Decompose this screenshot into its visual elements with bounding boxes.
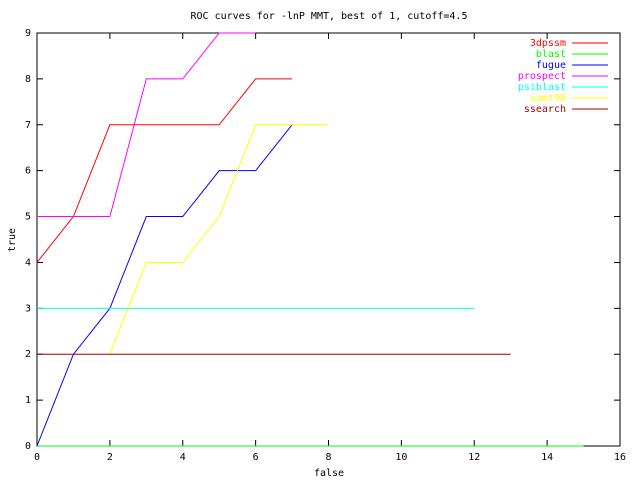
series-line [36, 124, 293, 447]
y-tick-label: 3 [25, 303, 31, 314]
y-tick-label: 0 [25, 441, 31, 452]
y-tick-label: 6 [25, 166, 31, 177]
x-tick-label: 12 [468, 452, 480, 463]
legend-label: 3dpssm [530, 38, 566, 49]
chart-title: ROC curves for -lnP MMT, best of 1, cuto… [191, 11, 468, 22]
x-tick-label: 6 [253, 452, 259, 463]
series-line [36, 78, 293, 263]
y-tick-label: 8 [25, 74, 31, 85]
x-tick-label: 4 [180, 452, 186, 463]
legend-label: fugue [536, 60, 566, 71]
y-tick-label: 1 [25, 395, 31, 406]
series-line [109, 124, 329, 355]
legend-label: blast [536, 49, 566, 60]
y-tick-label: 5 [25, 212, 31, 223]
x-tick-label: 0 [34, 452, 40, 463]
series-line [37, 32, 256, 218]
y-tick-label: 2 [25, 349, 31, 360]
x-tick-label: 10 [395, 452, 407, 463]
y-axis-label: true [7, 228, 18, 252]
y-tick-label: 4 [25, 257, 31, 268]
legend-label: samt98 [530, 93, 566, 104]
y-tick-label: 9 [25, 28, 31, 39]
x-tick-label: 2 [107, 452, 113, 463]
x-tick-label: 16 [614, 452, 626, 463]
y-tick-label: 7 [25, 120, 31, 131]
legend-label: prospect [518, 71, 566, 82]
x-tick-label: 8 [325, 452, 331, 463]
x-tick-label: 14 [541, 452, 553, 463]
legend-label: psiblast [518, 82, 566, 93]
legend-label: ssearch [524, 104, 566, 115]
x-axis-label: false [314, 468, 344, 479]
